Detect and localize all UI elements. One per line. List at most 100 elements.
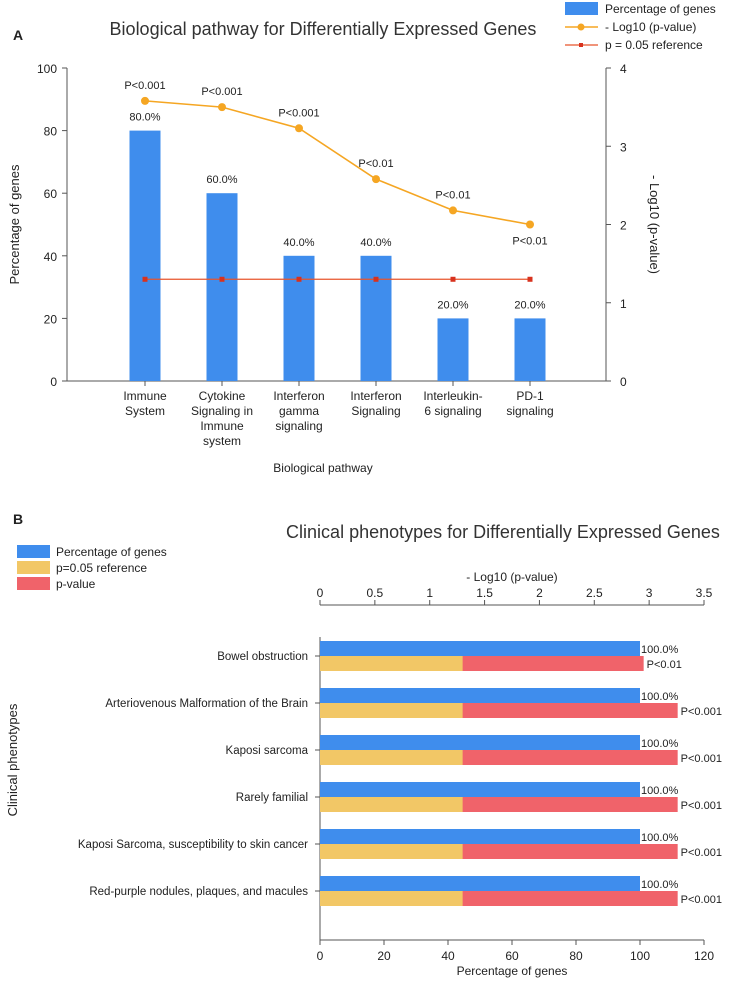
panel-b-pct-bar <box>320 782 640 797</box>
panel-a-y-tick-label: 60 <box>44 187 58 201</box>
panel-a-category-label: System <box>125 404 165 418</box>
panel-b-pct-label: 100.0% <box>641 832 679 844</box>
panel-a-reference-point <box>450 276 456 282</box>
panel-a-legend-label: - Log10 (p-value) <box>605 20 696 34</box>
panel-b-reference-bar <box>320 656 463 671</box>
panel-b-pct-bar <box>320 641 640 656</box>
panel-a-pvalue-label: P<0.01 <box>358 158 393 170</box>
panel-b-pct-bar <box>320 876 640 891</box>
panel-a-y2-tick-label: 0 <box>620 375 627 389</box>
panel-b-reference-bar <box>320 797 463 812</box>
panel-a-category-label: gamma <box>279 404 319 418</box>
panel-a-reference-point <box>296 276 302 282</box>
panel-a-y2-tick-label: 4 <box>620 62 627 76</box>
panel-a-category-label: signaling <box>275 419 322 433</box>
panel-a-pvalue-label: P<0.01 <box>512 236 547 248</box>
panel-b-legend-swatch <box>17 545 50 558</box>
panel-a-pvalue-line <box>144 100 531 226</box>
panel-a-reference-point <box>142 276 148 282</box>
panel-a-pvalue-label: P<0.001 <box>278 107 319 119</box>
panel-a-category-label: 6 signaling <box>424 404 481 418</box>
panel-a-y-tick-label: 80 <box>44 125 58 139</box>
panel-b-pvalue-label: P<0.001 <box>681 753 722 765</box>
panel-b-pvalue-label: P<0.001 <box>681 847 722 859</box>
panel-a-bar-label: 60.0% <box>206 174 237 186</box>
panel-b-pct-bar <box>320 688 640 703</box>
panel-a-pvalue-point <box>372 175 380 184</box>
panel-a-bar <box>360 255 392 381</box>
panel-b-x-tick-label: 100 <box>630 949 650 963</box>
panel-a-x-label: Biological pathway <box>273 461 372 475</box>
panel-a-bar-label: 40.0% <box>360 237 391 249</box>
panel-b-x-tick-label: 120 <box>694 949 714 963</box>
panel-a-category-label: Interleukin- <box>423 389 482 403</box>
panel-b-reference-bar <box>320 891 463 906</box>
panel-b-x-tick-label: 80 <box>569 949 583 963</box>
panel-b-pct-bar <box>320 735 640 750</box>
panel-a-reference-point <box>527 276 533 282</box>
panel-b-pvalue-label: P<0.001 <box>681 894 722 906</box>
panel-b-pct-label: 100.0% <box>641 879 679 891</box>
panel-a-legend-label: p = 0.05 reference <box>605 38 703 52</box>
panel-b-x2-tick-label: 1 <box>426 586 433 600</box>
panel-a-reference-point <box>373 276 379 282</box>
panel-a-y-label: Percentage of genes <box>7 164 22 284</box>
panel-b-pct-label: 100.0% <box>641 785 679 797</box>
panel-a-bar-label: 40.0% <box>283 237 314 249</box>
panel-b-legend-label: p=0.05 reference <box>56 561 147 575</box>
panel-a-bar-label: 20.0% <box>514 299 545 311</box>
panel-b-x-tick-label: 20 <box>377 949 391 963</box>
panel-b-pvalue-label: P<0.01 <box>647 659 682 671</box>
panel-a-category-label: Signaling in <box>191 404 253 418</box>
panel-a-bar <box>283 255 315 381</box>
panel-a-pvalue-point <box>526 220 534 229</box>
panel-a-y-tick-label: 20 <box>44 312 58 326</box>
panel-a-legend-swatch-point <box>577 23 585 31</box>
panel-a-letter: A <box>13 27 23 43</box>
panel-b-reference-bar <box>320 750 463 765</box>
panel-b-pvalue-label: P<0.001 <box>681 706 722 718</box>
panel-a-y2-label: - Log10 (p-value) <box>647 175 662 274</box>
panel-a-pvalue-label: P<0.001 <box>201 86 242 98</box>
panel-b-x2-tick-label: 3.5 <box>696 586 713 600</box>
panel-a-bar <box>129 130 161 381</box>
panel-b-legend-swatch <box>17 577 50 590</box>
panel-a-category-label: PD-1 <box>516 389 544 403</box>
panel-b-reference-bar <box>320 844 463 859</box>
panel-b-category-label: Arteriovenous Malformation of the Brain <box>105 698 308 710</box>
panel-b-legend-label: p-value <box>56 577 96 591</box>
panel-b-category-label: Rarely familial <box>236 792 308 804</box>
panel-b-category-label: Kaposi sarcoma <box>226 745 309 757</box>
panel-a-y2-tick-label: 3 <box>620 140 627 154</box>
panel-a-pvalue-point <box>449 206 457 215</box>
panel-b-x2-tick-label: 2 <box>536 586 543 600</box>
panel-a-category-label: Signaling <box>351 404 400 418</box>
panel-b-letter: B <box>13 511 23 527</box>
panel-b-x2-tick-label: 1.5 <box>476 586 493 600</box>
panel-b-x-label: Percentage of genes <box>457 964 568 978</box>
panel-b-pvalue-label: P<0.001 <box>681 800 722 812</box>
panel-b-x2-tick-label: 3 <box>646 586 653 600</box>
panel-b-pct-label: 100.0% <box>641 644 679 656</box>
panel-a-reference-point <box>219 276 225 282</box>
panel-b-category-label: Kaposi Sarcoma, susceptibility to skin c… <box>78 839 308 851</box>
panel-b-x-tick-label: 40 <box>441 949 455 963</box>
panel-a-pvalue-point <box>141 96 149 105</box>
panel-a-category-label: system <box>203 434 241 448</box>
panel-b-x2-tick-label: 0 <box>317 586 324 600</box>
panel-a-bar-label: 80.0% <box>129 112 160 124</box>
panel-b-pct-label: 100.0% <box>641 738 679 750</box>
panel-b-pct-label: 100.0% <box>641 691 679 703</box>
panel-a-y-tick-label: 40 <box>44 250 58 264</box>
panel-a-y2-tick-label: 2 <box>620 219 627 233</box>
panel-a-bar <box>437 318 469 381</box>
panel-a-bar <box>514 318 546 381</box>
panel-a-pvalue-point <box>218 103 226 112</box>
panel-b-x-tick-label: 60 <box>505 949 519 963</box>
panel-a-bar-label: 20.0% <box>437 299 468 311</box>
panel-a-y-tick-label: 0 <box>50 375 57 389</box>
panel-a-category-label: Interferon <box>273 389 324 403</box>
panel-b-pct-bar <box>320 829 640 844</box>
panel-a-category-label: Immune <box>123 389 167 403</box>
